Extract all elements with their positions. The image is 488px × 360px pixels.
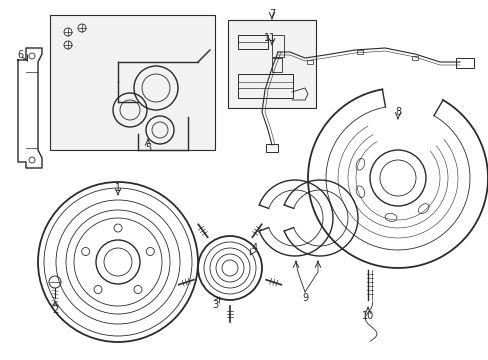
Ellipse shape <box>385 213 396 221</box>
Bar <box>50 15 215 150</box>
Ellipse shape <box>418 204 428 213</box>
Bar <box>227 20 315 108</box>
Bar <box>238 74 292 98</box>
Text: 1: 1 <box>115 183 121 193</box>
Bar <box>411 56 417 60</box>
Text: 2: 2 <box>52 305 58 315</box>
Text: 10: 10 <box>361 311 373 321</box>
Bar <box>271 35 284 57</box>
Bar <box>455 58 473 68</box>
Text: 3: 3 <box>211 300 218 310</box>
Ellipse shape <box>355 158 364 170</box>
Ellipse shape <box>355 186 364 198</box>
Bar <box>271 58 282 72</box>
Text: 4: 4 <box>251 243 258 253</box>
Bar <box>238 35 267 49</box>
Bar <box>265 144 278 152</box>
Text: 6: 6 <box>17 50 23 60</box>
Text: 8: 8 <box>394 107 400 117</box>
Text: 9: 9 <box>301 293 307 303</box>
Text: 7: 7 <box>268 9 275 19</box>
Text: 5: 5 <box>144 143 151 153</box>
Text: 11: 11 <box>264 33 276 43</box>
Bar <box>356 50 362 54</box>
Bar <box>306 60 312 64</box>
